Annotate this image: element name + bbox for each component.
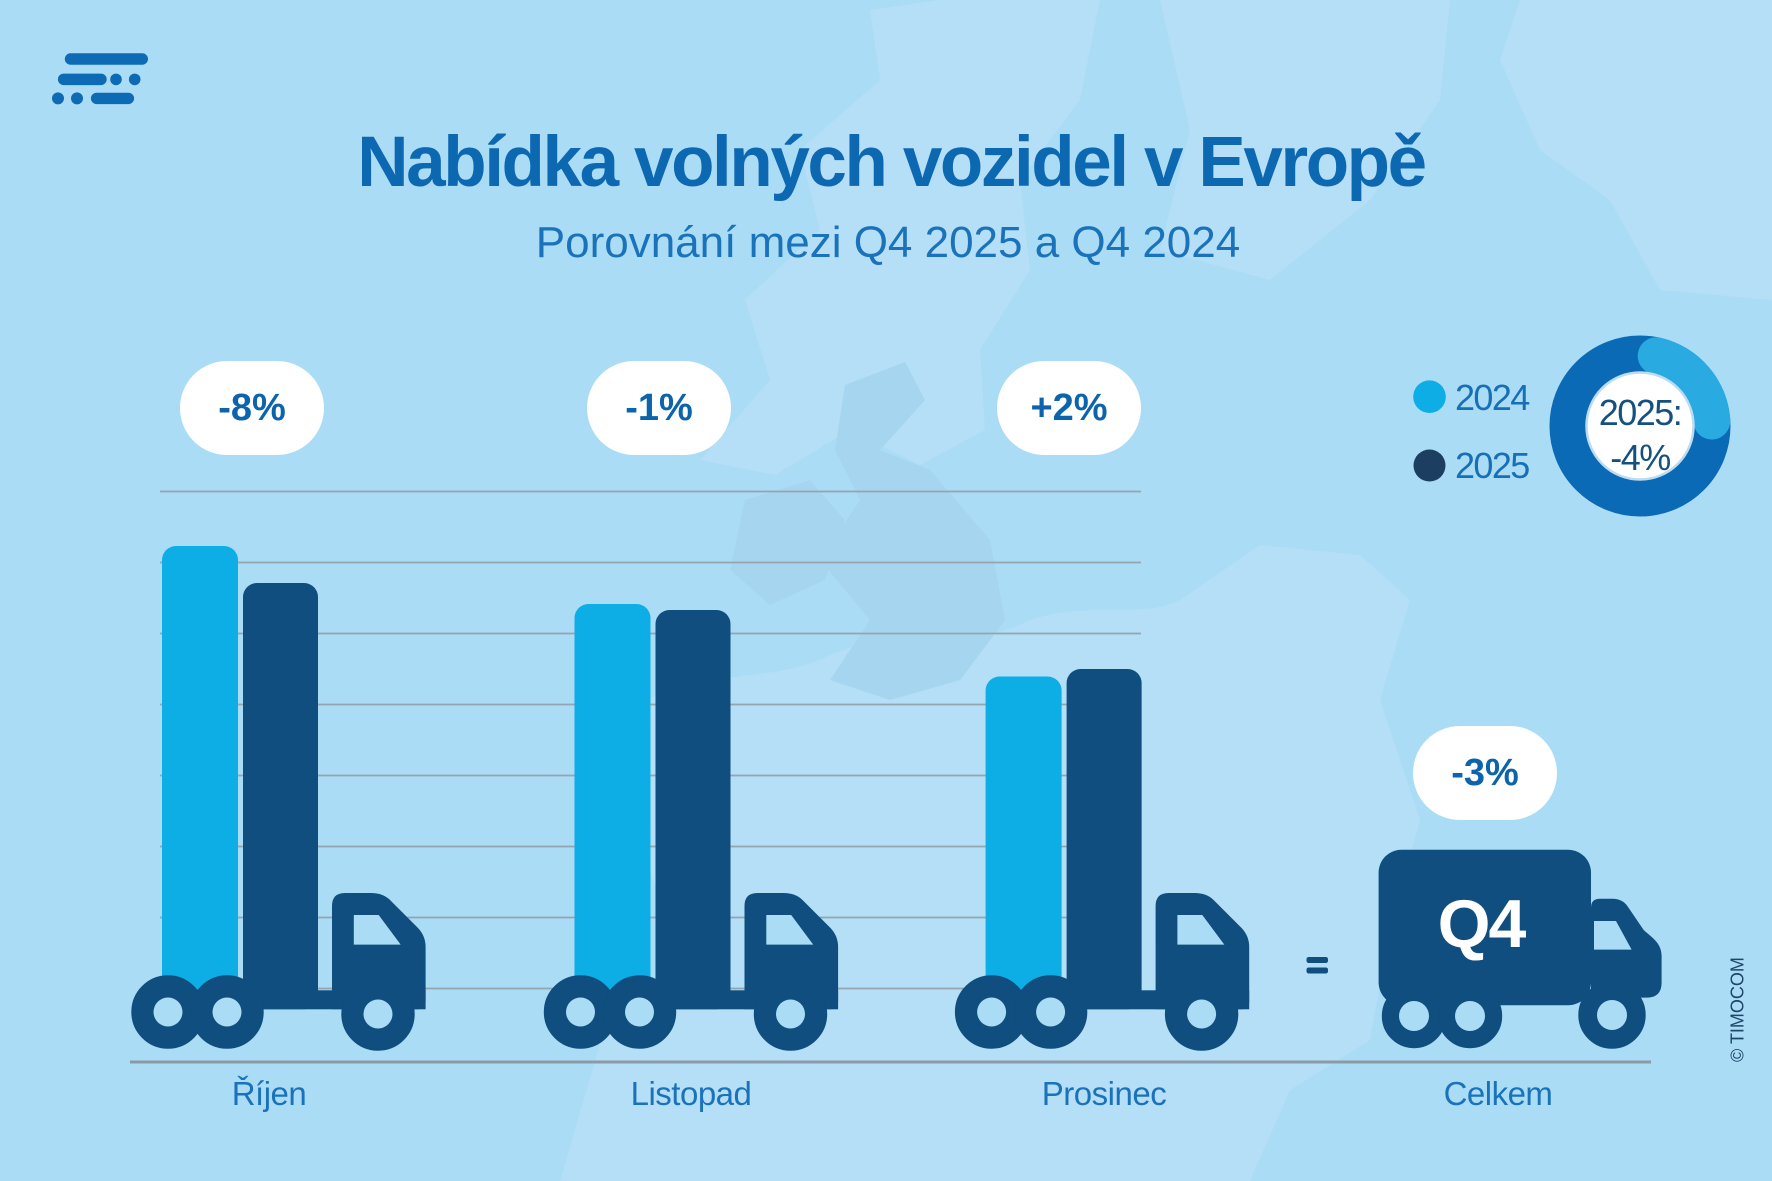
svg-text:Listopad: Listopad [631, 1075, 752, 1112]
svg-text:Porovnání mezi Q4 2025 a Q4 20: Porovnání mezi Q4 2025 a Q4 2024 [536, 218, 1240, 267]
svg-text:© TIMOCOM: © TIMOCOM [1728, 957, 1748, 1062]
svg-text:-8%: -8% [218, 387, 286, 429]
svg-text:Říjen: Říjen [232, 1075, 307, 1112]
svg-text:2025: 2025 [1455, 445, 1529, 486]
svg-text:-1%: -1% [625, 387, 693, 429]
svg-text:Celkem: Celkem [1444, 1075, 1553, 1112]
svg-text:2024: 2024 [1455, 377, 1529, 418]
svg-text:+2%: +2% [1030, 387, 1107, 429]
svg-text:Prosinec: Prosinec [1042, 1075, 1166, 1112]
svg-text:Q4: Q4 [1438, 886, 1527, 962]
svg-text:Nabídka volných vozidel v Evro: Nabídka volných vozidel v Evropě [357, 123, 1425, 202]
svg-text:2025:: 2025: [1599, 392, 1682, 433]
svg-text:-3%: -3% [1451, 752, 1519, 794]
svg-text:-4%: -4% [1610, 437, 1670, 478]
